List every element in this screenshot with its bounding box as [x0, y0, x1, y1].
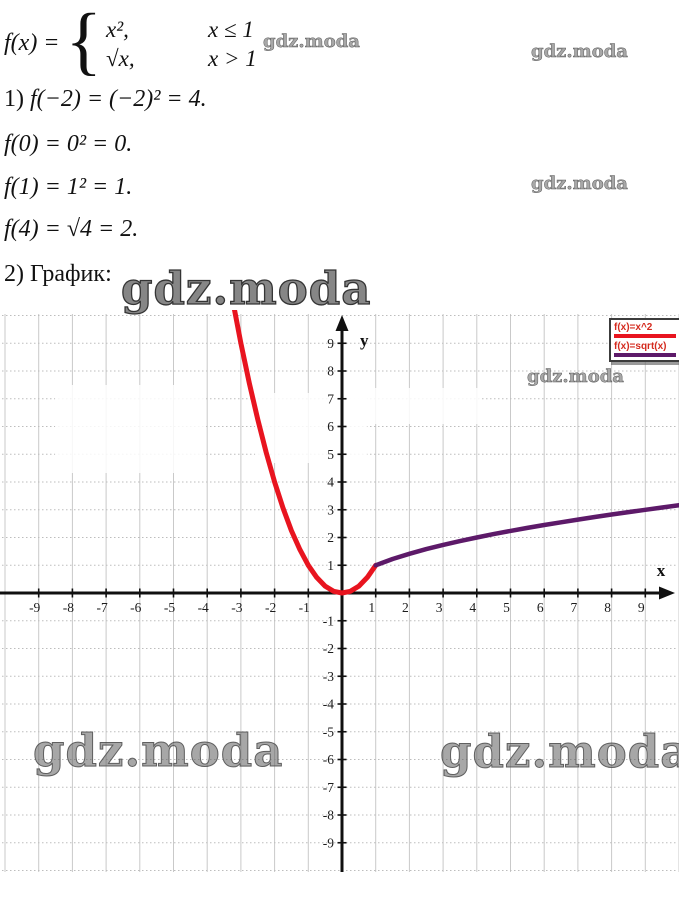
piecewise-function: f(x) = { x², x ≤ 1 √x, x > 1	[4, 0, 257, 83]
svg-text:y: y	[360, 331, 369, 350]
svg-text:x: x	[657, 561, 666, 580]
svg-text:-6: -6	[130, 600, 141, 615]
legend-color-bar	[614, 334, 676, 338]
svg-text:9: 9	[327, 336, 334, 351]
svg-text:-4: -4	[323, 697, 334, 712]
svg-text:-9: -9	[323, 835, 334, 850]
watermark: gdz.moda	[263, 31, 360, 53]
svg-text:-9: -9	[29, 600, 40, 615]
piece-expression: √x,	[105, 45, 135, 71]
solution-line: f(4) = √4 = 2.	[4, 216, 138, 243]
legend-item: f(x)=sqrt(x)	[614, 341, 676, 357]
solution-line: 1) f(−2) = (−2)² = 4.	[4, 86, 207, 113]
line-math: f(1) = 1² = 1.	[4, 174, 133, 200]
svg-text:-3: -3	[231, 600, 242, 615]
solution-line: 2) График:	[4, 261, 112, 288]
brace-symbol: {	[65, 0, 102, 83]
svg-text:-1: -1	[299, 600, 310, 615]
watermark: gdz.moda	[439, 725, 679, 779]
svg-text:8: 8	[327, 364, 334, 379]
svg-text:3: 3	[436, 600, 443, 615]
legend-label: f(x)=sqrt(x)	[614, 341, 667, 352]
watermark: gdz.moda	[120, 261, 372, 315]
legend-label: f(x)=x^2	[614, 322, 653, 333]
legend-color-bar	[614, 353, 676, 357]
piecewise-row: x², x ≤ 1	[106, 17, 257, 43]
solution-line: f(1) = 1² = 1.	[4, 174, 132, 201]
svg-text:-4: -4	[198, 600, 209, 615]
svg-text:6: 6	[327, 419, 334, 434]
svg-text:3: 3	[327, 502, 334, 517]
svg-text:-5: -5	[323, 724, 334, 739]
line-math: f(4) = √4 = 2.	[4, 216, 139, 242]
watermark: gdz.moda	[527, 366, 624, 388]
piece-expression: x²,	[105, 16, 129, 42]
function-plot: -9 -8 -7 -6 -5 -4 -3 -2 -1 1 2 3 4 5 6 7 8 9 9 8 7 6 5 4 3 2 1 -1 -2…	[0, 310, 679, 872]
watermark: gdz.moda	[531, 173, 628, 195]
svg-text:-7: -7	[96, 600, 107, 615]
watermark: gdz.moda	[531, 41, 628, 63]
svg-text:2: 2	[327, 530, 334, 545]
line-prefix: 1)	[4, 86, 30, 112]
svg-text:5: 5	[503, 600, 510, 615]
line-math: f(0) = 0² = 0.	[4, 131, 133, 157]
piece-condition: x ≤ 1	[207, 16, 254, 42]
svg-text:-2: -2	[323, 641, 334, 656]
svg-text:5: 5	[327, 447, 334, 462]
piecewise-rows: x², x ≤ 1 √x, x > 1	[106, 17, 257, 72]
svg-text:-2: -2	[265, 600, 276, 615]
svg-text:7: 7	[327, 391, 334, 406]
line-prefix: 2) График:	[4, 261, 112, 287]
svg-text:9: 9	[638, 600, 645, 615]
watermark: gdz.moda	[32, 724, 284, 778]
svg-text:-7: -7	[323, 780, 334, 795]
svg-text:1: 1	[327, 558, 334, 573]
svg-text:6: 6	[537, 600, 544, 615]
legend-item: f(x)=x^2	[614, 322, 676, 338]
graph-area: -9 -8 -7 -6 -5 -4 -3 -2 -1 1 2 3 4 5 6 7 8 9 9 8 7 6 5 4 3 2 1 -1 -2…	[0, 310, 679, 905]
svg-text:-3: -3	[323, 669, 334, 684]
legend: f(x)=x^2 f(x)=sqrt(x)	[609, 318, 679, 362]
function-lhs: f(x) =	[4, 29, 60, 56]
piece-condition: x > 1	[207, 45, 257, 71]
svg-text:4: 4	[327, 475, 334, 490]
svg-text:-1: -1	[323, 613, 334, 628]
svg-text:7: 7	[571, 600, 578, 615]
svg-text:4: 4	[469, 600, 476, 615]
svg-text:-6: -6	[323, 752, 334, 767]
piecewise-row: √x, x > 1	[106, 46, 257, 72]
svg-text:-8: -8	[63, 600, 74, 615]
line-math: f(−2) = (−2)² = 4.	[30, 86, 207, 112]
svg-text:-8: -8	[323, 808, 334, 823]
svg-text:-5: -5	[164, 600, 175, 615]
solution-line: f(0) = 0² = 0.	[4, 131, 132, 158]
svg-text:8: 8	[604, 600, 611, 615]
svg-text:2: 2	[402, 600, 409, 615]
svg-text:1: 1	[368, 600, 375, 615]
